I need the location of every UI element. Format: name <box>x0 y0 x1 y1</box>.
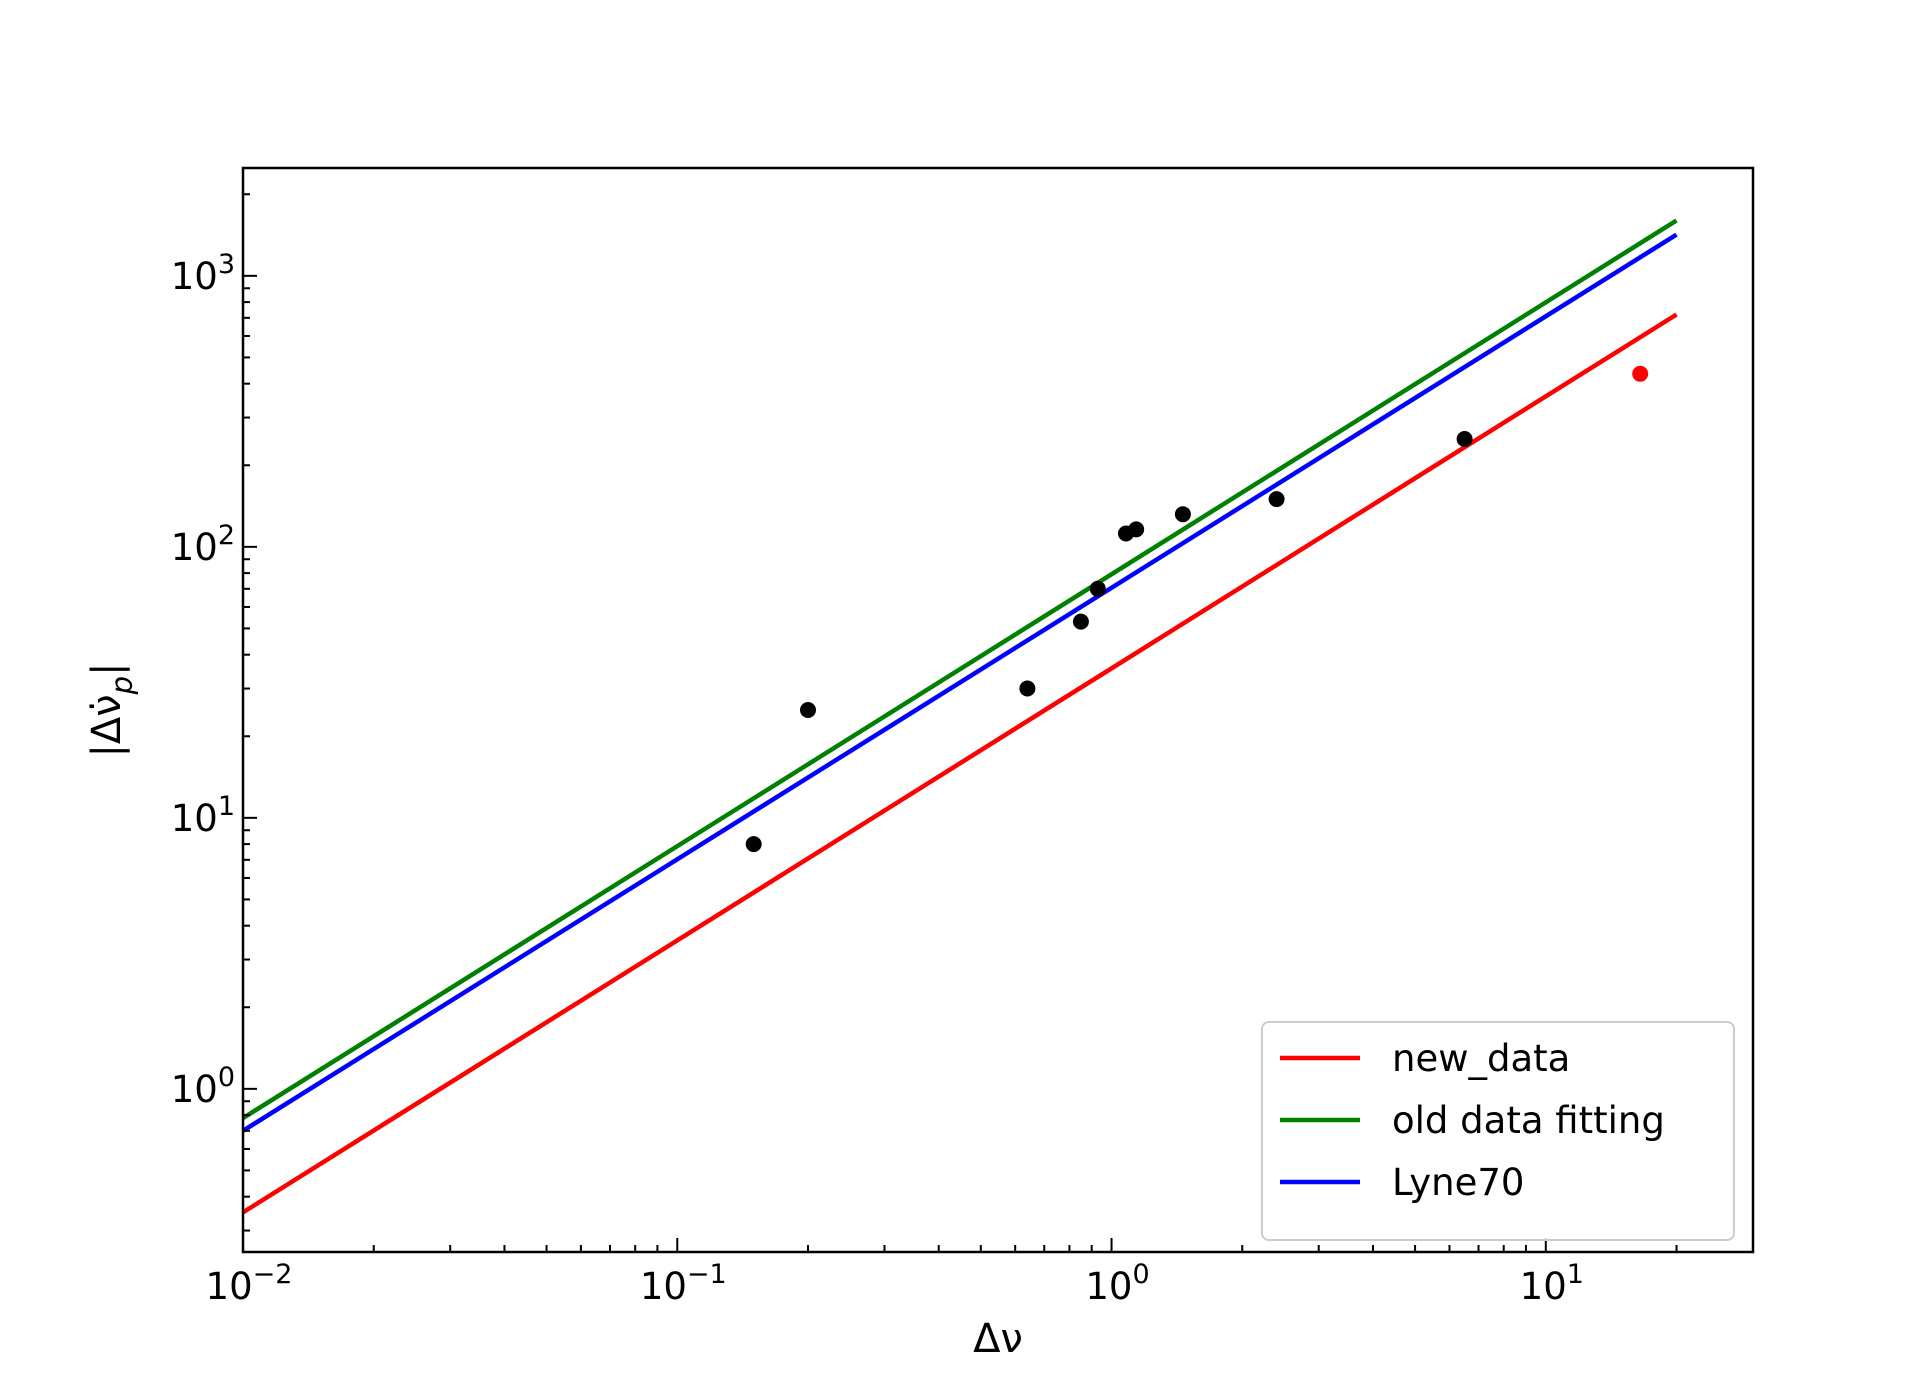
legend-label: old data fitting <box>1392 1099 1665 1142</box>
x-axis-label: Δν <box>973 1316 1023 1362</box>
legend-label: new_data <box>1392 1037 1570 1080</box>
plot-frame <box>241 166 1755 1254</box>
x-tick-label: 10−2 <box>206 1259 293 1308</box>
y-axis-label: |Δν̇p| <box>84 662 139 757</box>
data-point <box>1072 613 1089 630</box>
series-lines <box>241 218 1678 1215</box>
data-point <box>1268 491 1285 508</box>
x-tick-label: 100 <box>1085 1259 1149 1308</box>
legend-item: old data fitting <box>1280 1099 1665 1142</box>
series-line-0 <box>241 312 1678 1215</box>
series-line-2 <box>241 232 1678 1133</box>
y-tick-label: 101 <box>171 791 235 840</box>
legend-item: new_data <box>1280 1037 1570 1080</box>
data-point <box>800 702 816 718</box>
legend-item: Lyne70 <box>1280 1161 1524 1204</box>
data-point <box>1456 431 1473 447</box>
y-tick-label: 103 <box>171 249 235 298</box>
data-point <box>1174 506 1191 523</box>
data-point <box>1632 365 1649 382</box>
y-tick-label: 100 <box>171 1062 235 1111</box>
legend-label: Lyne70 <box>1392 1161 1524 1204</box>
x-tick-label: 101 <box>1520 1259 1584 1308</box>
tick-labels: 10−2 10−1 100 101 100 101 102 103 <box>171 249 1584 1308</box>
legend-box <box>1261 1021 1735 1241</box>
data-point <box>1089 580 1106 597</box>
series-line-1 <box>241 218 1678 1121</box>
data-point <box>1019 680 1036 697</box>
x-tick-label: 10−1 <box>640 1259 727 1308</box>
data-point <box>745 836 762 853</box>
data-point <box>1128 521 1145 538</box>
data-points <box>745 365 1649 853</box>
y-tick-label: 102 <box>171 520 235 569</box>
